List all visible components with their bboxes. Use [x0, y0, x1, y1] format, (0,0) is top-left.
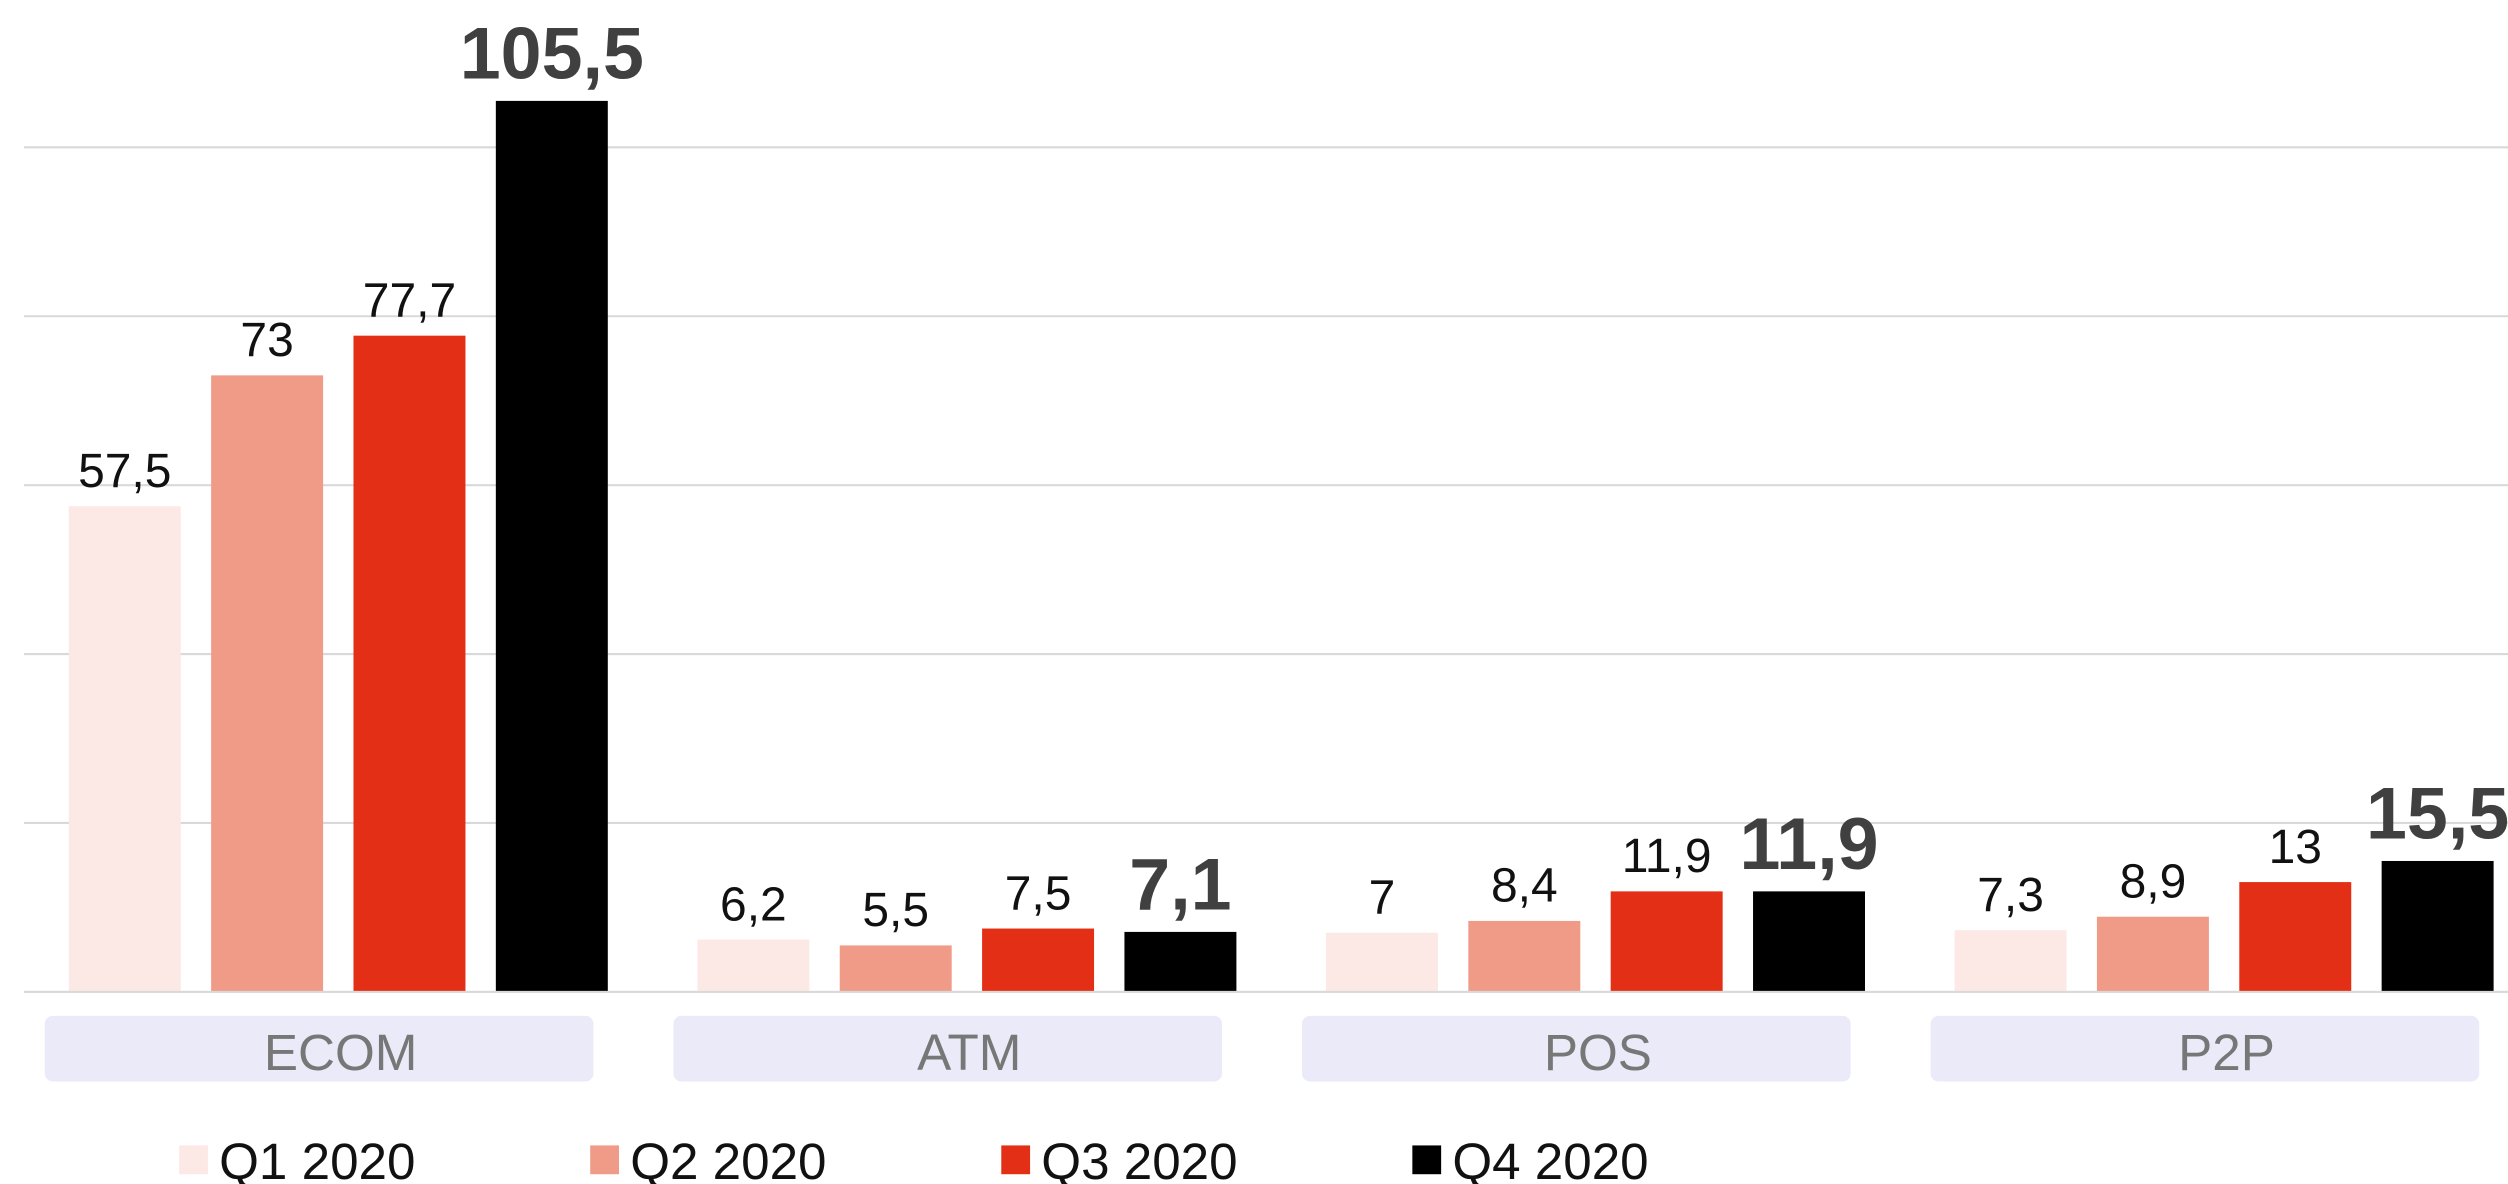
data-label: 7,5	[1005, 867, 1072, 920]
x-tick-label: ECOM	[264, 1024, 418, 1081]
data-label: 15,5	[2366, 772, 2508, 855]
data-label: 77,7	[363, 274, 456, 327]
data-label: 6,2	[720, 878, 787, 931]
bar	[1468, 920, 1581, 992]
bar	[1954, 930, 2067, 992]
bar	[495, 100, 608, 992]
data-label: 5,5	[862, 884, 929, 937]
bar	[1610, 891, 1723, 992]
category-box	[1301, 1015, 1851, 1082]
bar	[1753, 891, 1866, 992]
bar	[1325, 932, 1438, 992]
legend-swatch	[1001, 1145, 1031, 1175]
legend-label: Q2 2020	[630, 1133, 826, 1184]
legend-label: Q1 2020	[219, 1133, 415, 1184]
data-label: 8,4	[1491, 860, 1558, 913]
x-tick-label: POS	[1544, 1024, 1652, 1081]
data-label: 7,1	[1129, 843, 1231, 926]
category-box	[1930, 1015, 2480, 1082]
bar	[2239, 882, 2352, 992]
bar	[839, 945, 952, 992]
data-label: 105,5	[460, 11, 644, 94]
category-box	[44, 1015, 594, 1082]
data-label: 8,9	[2120, 856, 2187, 909]
data-label: 7,3	[1977, 869, 2044, 922]
legend-label: Q4 2020	[1452, 1133, 1648, 1184]
bar	[1124, 931, 1237, 992]
data-label: 7	[1369, 872, 1396, 925]
legend-swatch	[1412, 1145, 1442, 1175]
bar	[2381, 860, 2494, 992]
data-label: 57,5	[78, 445, 171, 498]
category-box	[673, 1015, 1223, 1082]
data-label: 73	[240, 314, 293, 367]
bar	[353, 335, 466, 992]
data-label: 11,9	[1622, 830, 1712, 883]
x-tick-label: ATM	[917, 1024, 1021, 1081]
x-tick-label: P2P	[2178, 1024, 2275, 1081]
data-label: 11,9	[1739, 802, 1878, 885]
legend-label: Q3 2020	[1041, 1133, 1237, 1184]
bar	[211, 375, 324, 992]
legend-swatch	[590, 1145, 620, 1175]
data-label: 13	[2269, 821, 2322, 874]
legend-swatch	[179, 1145, 208, 1175]
bar	[2096, 916, 2209, 992]
bar	[982, 928, 1095, 992]
bar	[697, 939, 810, 992]
bar	[68, 506, 181, 992]
